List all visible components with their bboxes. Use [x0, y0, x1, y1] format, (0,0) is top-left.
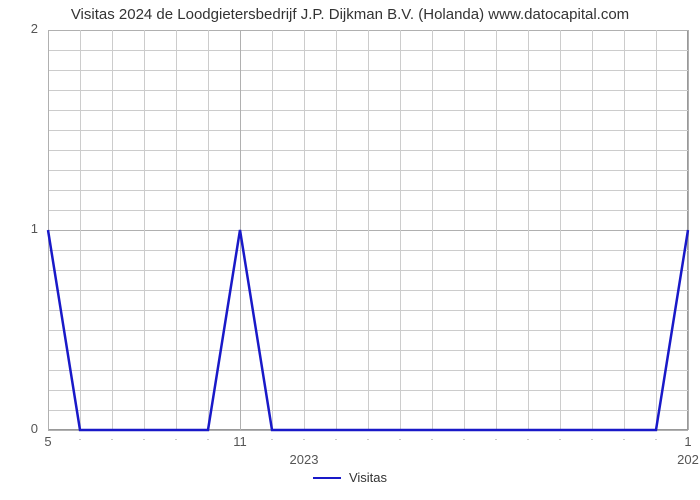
x-tick-minor: . [79, 432, 82, 442]
x-tick-minor: . [623, 432, 626, 442]
chart-container: Visitas 2024 de Loodgietersbedrijf J.P. … [0, 0, 700, 500]
x-tick-minor: . [207, 432, 210, 442]
x-sub-label: 2023 [290, 452, 319, 467]
grid-v-minor [208, 30, 209, 430]
grid-v-minor [464, 30, 465, 430]
x-tick-minor: . [367, 432, 370, 442]
x-tick-label: 11 [233, 434, 247, 449]
x-tick-minor: . [175, 432, 178, 442]
x-tick-minor: . [271, 432, 274, 442]
grid-v-minor [432, 30, 433, 430]
grid-v-minor [144, 30, 145, 430]
x-tick-label: 1 [684, 434, 691, 449]
x-tick-minor: . [335, 432, 338, 442]
x-tick-label: 5 [44, 434, 51, 449]
x-tick-minor: . [303, 432, 306, 442]
x-tick-minor: . [463, 432, 466, 442]
legend-swatch [313, 477, 341, 479]
y-tick-label: 1 [0, 221, 38, 236]
y-tick-label: 0 [0, 421, 38, 436]
grid-h-major [48, 430, 688, 431]
chart-title: Visitas 2024 de Loodgietersbedrijf J.P. … [0, 6, 700, 23]
x-tick-minor: . [111, 432, 114, 442]
grid-v-minor [176, 30, 177, 430]
grid-v-minor [336, 30, 337, 430]
grid-v-minor [656, 30, 657, 430]
grid-v-major [688, 30, 689, 430]
grid-v-minor [400, 30, 401, 430]
x-sub-label: 202 [677, 452, 699, 467]
grid-v-minor [304, 30, 305, 430]
grid-v-minor [80, 30, 81, 430]
x-tick-minor: . [527, 432, 530, 442]
grid-v-minor [560, 30, 561, 430]
x-tick-minor: . [559, 432, 562, 442]
grid-v-major [240, 30, 241, 430]
grid-v-minor [592, 30, 593, 430]
legend-label: Visitas [349, 470, 387, 485]
grid-v-major [48, 30, 49, 430]
x-tick-minor: . [495, 432, 498, 442]
x-tick-minor: . [143, 432, 146, 442]
grid-v-minor [624, 30, 625, 430]
x-tick-minor: . [655, 432, 658, 442]
x-tick-minor: . [591, 432, 594, 442]
grid-v-minor [368, 30, 369, 430]
x-tick-minor: . [399, 432, 402, 442]
grid-v-minor [528, 30, 529, 430]
x-tick-minor: . [431, 432, 434, 442]
legend: Visitas [0, 470, 700, 485]
grid-v-minor [112, 30, 113, 430]
grid-v-minor [272, 30, 273, 430]
y-tick-label: 2 [0, 21, 38, 36]
grid-v-minor [496, 30, 497, 430]
